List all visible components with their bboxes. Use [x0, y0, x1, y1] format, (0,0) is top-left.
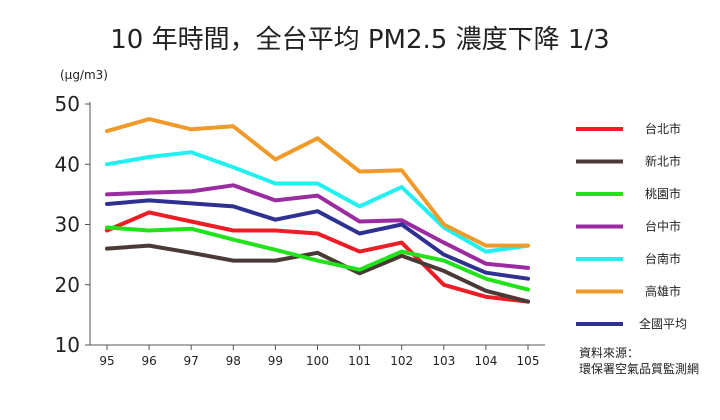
x-tick-label: 101	[348, 354, 371, 368]
legend-label: 新北市	[645, 154, 681, 169]
legend-label: 台北市	[645, 121, 681, 136]
y-tick-label: 50	[55, 92, 80, 116]
series-line-7	[105, 198, 530, 281]
source-line: 資料來源：	[579, 346, 639, 360]
legend-label: 高雄市	[645, 284, 681, 299]
y-tick-label: 30	[55, 213, 80, 237]
y-axis-unit: (μg/m3)	[60, 68, 108, 82]
y-tick-label: 10	[55, 333, 80, 357]
chart-title: 10 年時間，全台平均 PM2.5 濃度下降 1/3	[110, 25, 609, 55]
legend-label: 台中市	[645, 219, 681, 234]
x-tick-label: 100	[306, 354, 329, 368]
y-tick-label: 20	[55, 273, 80, 297]
x-tick-label: 99	[268, 354, 283, 368]
x-tick-label: 97	[184, 354, 199, 368]
x-tick-label: 102	[390, 354, 413, 368]
x-tick-label: 98	[226, 354, 241, 368]
x-tick-label: 104	[474, 354, 497, 368]
series-layer	[105, 117, 530, 304]
series-line-2	[105, 243, 530, 304]
series-line-5	[105, 150, 530, 254]
x-tick-label: 105	[517, 354, 540, 368]
legend-label: 台南市	[645, 251, 681, 266]
x-tick-label: 96	[141, 354, 156, 368]
x-tick-label: 103	[432, 354, 455, 368]
axes: 10 20 30 40 50 95 96 97 98 99 100 101 102 103 104 105	[55, 92, 545, 368]
source-line: 環保署空氣品質監測網	[579, 361, 699, 376]
source-note: 資料來源：環保署空氣品質監測網	[579, 346, 699, 376]
y-tick-label: 40	[55, 152, 80, 176]
legend-label: 桃園市	[645, 186, 681, 201]
x-tick-label: 95	[99, 354, 114, 368]
series-line-6	[105, 117, 530, 248]
series-line-4	[105, 183, 530, 270]
series-line-1	[105, 210, 530, 304]
series-line-3	[105, 225, 530, 292]
legend-label: 全國平均	[639, 316, 687, 331]
